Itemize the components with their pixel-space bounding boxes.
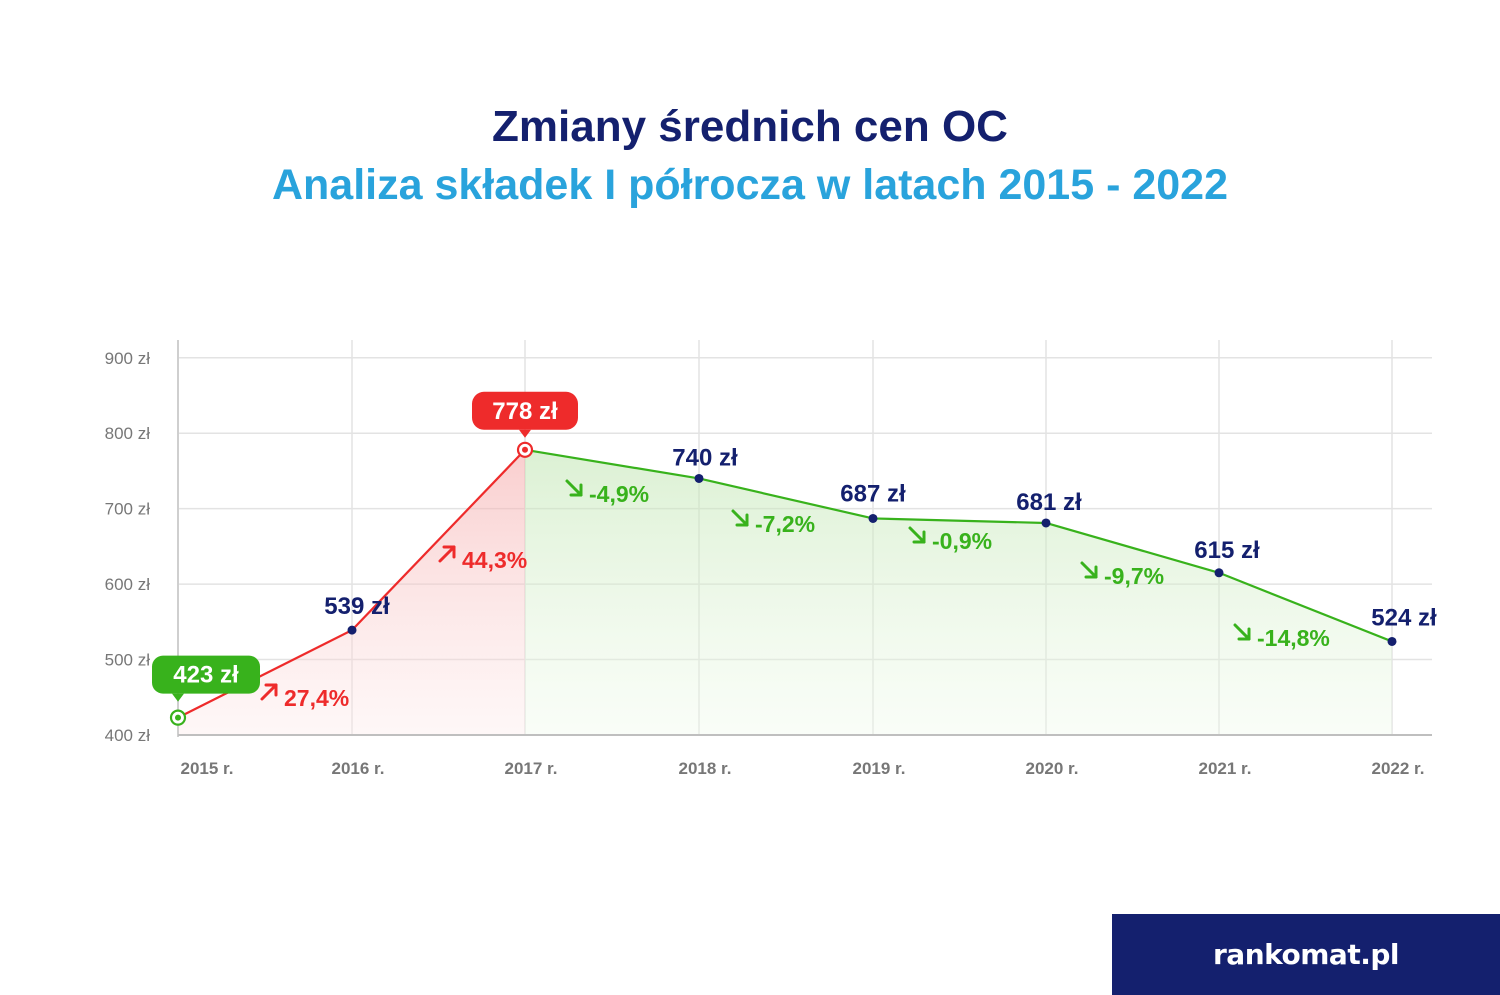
data-point — [347, 625, 357, 635]
y-tick-label: 500 zł — [105, 651, 151, 670]
data-label: 740 zł — [672, 444, 738, 471]
data-label: 687 zł — [840, 480, 906, 507]
arrow-down-icon — [731, 509, 749, 527]
x-tick-label: 2017 r. — [505, 759, 558, 778]
labels: 423 zł 778 zł 539 zł 740 zł 687 zł 681 zł 615 … — [152, 391, 1437, 711]
x-tick-label: 2022 r. — [1372, 759, 1425, 778]
min-value-callout-pointer — [172, 693, 184, 702]
title-block: Zmiany średnich cen OC Analiza składek I… — [0, 98, 1500, 214]
max-value-callout-pointer — [519, 429, 531, 438]
data-label: 524 zł — [1371, 604, 1437, 631]
arrow-down-head — [912, 530, 926, 544]
axes: 400 zł 500 zł 600 zł 700 zł 800 zł 900 zł 2015… — [105, 340, 1432, 778]
data-point — [1387, 636, 1397, 646]
data-label-min: 423 zł — [173, 662, 239, 689]
arrow-up-icon — [438, 545, 456, 563]
change-label: -0,9% — [932, 528, 992, 554]
x-tick-label: 2020 r. — [1026, 759, 1079, 778]
y-tick-label: 800 zł — [105, 424, 151, 443]
data-label: 539 zł — [324, 593, 390, 620]
chart-title: Zmiany średnich cen OC — [492, 102, 1008, 151]
series-segment — [1218, 571, 1393, 643]
fall-area — [525, 449, 1392, 735]
data-points — [169, 441, 1397, 726]
arrow-down-icon — [1080, 561, 1098, 579]
arrow-down-shaft — [1080, 561, 1098, 579]
y-tick-label: 900 zł — [105, 349, 151, 368]
min-value-callout — [152, 655, 260, 694]
change-label: -7,2% — [755, 511, 815, 537]
arrow-down-head — [1237, 627, 1251, 641]
brand-logo-box: rankomat.pl — [1112, 914, 1500, 995]
arrow-down-shaft — [731, 509, 749, 527]
x-tick-label: 2018 r. — [679, 759, 732, 778]
arrow-down-head — [735, 513, 749, 527]
series-segment — [524, 448, 700, 480]
data-point — [868, 513, 878, 523]
series-segment — [1045, 521, 1220, 574]
arrow-down-head — [569, 483, 583, 497]
x-tick-label: 2015 r. — [181, 759, 234, 778]
series-segment — [698, 477, 874, 520]
x-tick-label: 2019 r. — [853, 759, 906, 778]
series-segment — [177, 629, 353, 719]
change-label: 27,4% — [284, 685, 349, 711]
y-tick-label: 700 zł — [105, 500, 151, 519]
data-point — [1214, 568, 1224, 578]
arrow-up-icon — [260, 683, 278, 701]
max-value-callout — [472, 391, 578, 430]
data-point — [1041, 518, 1051, 528]
arrow-down-icon — [565, 479, 583, 497]
arrow-down-icon — [908, 526, 926, 544]
arrow-up-shaft — [438, 545, 456, 563]
arrow-down-icon — [1233, 623, 1251, 641]
data-point — [694, 473, 704, 483]
arrow-up-shaft — [260, 683, 278, 701]
change-label: 44,3% — [462, 547, 527, 573]
change-label: -4,9% — [589, 481, 649, 507]
data-label: 615 zł — [1194, 537, 1260, 564]
series-segment — [351, 449, 526, 631]
data-label-max: 778 zł — [492, 398, 558, 425]
arrow-down-shaft — [1233, 623, 1251, 641]
arrow-up-head — [264, 683, 278, 697]
data-label: 681 zł — [1016, 489, 1082, 516]
x-tick-label: 2021 r. — [1199, 759, 1252, 778]
brand-logo: rankomat.pl — [1213, 938, 1399, 971]
y-tick-label: 600 zł — [105, 575, 151, 594]
arrow-down-head — [1084, 565, 1098, 579]
data-point-min-dot — [175, 714, 181, 721]
series-segment — [872, 517, 1047, 525]
data-point-max-dot — [522, 446, 528, 453]
arrow-down-shaft — [908, 526, 926, 544]
x-tick-label: 2016 r. — [332, 759, 385, 778]
change-label: -14,8% — [1257, 625, 1330, 651]
y-tick-label: 400 zł — [105, 726, 151, 745]
arrow-down-shaft — [565, 479, 583, 497]
change-label: -9,7% — [1104, 563, 1164, 589]
rise-area — [178, 449, 525, 735]
chart-subtitle: Analiza składek I półrocza w latach 2015… — [271, 161, 1228, 209]
arrow-up-head — [442, 545, 456, 559]
series-lines — [177, 448, 1393, 719]
